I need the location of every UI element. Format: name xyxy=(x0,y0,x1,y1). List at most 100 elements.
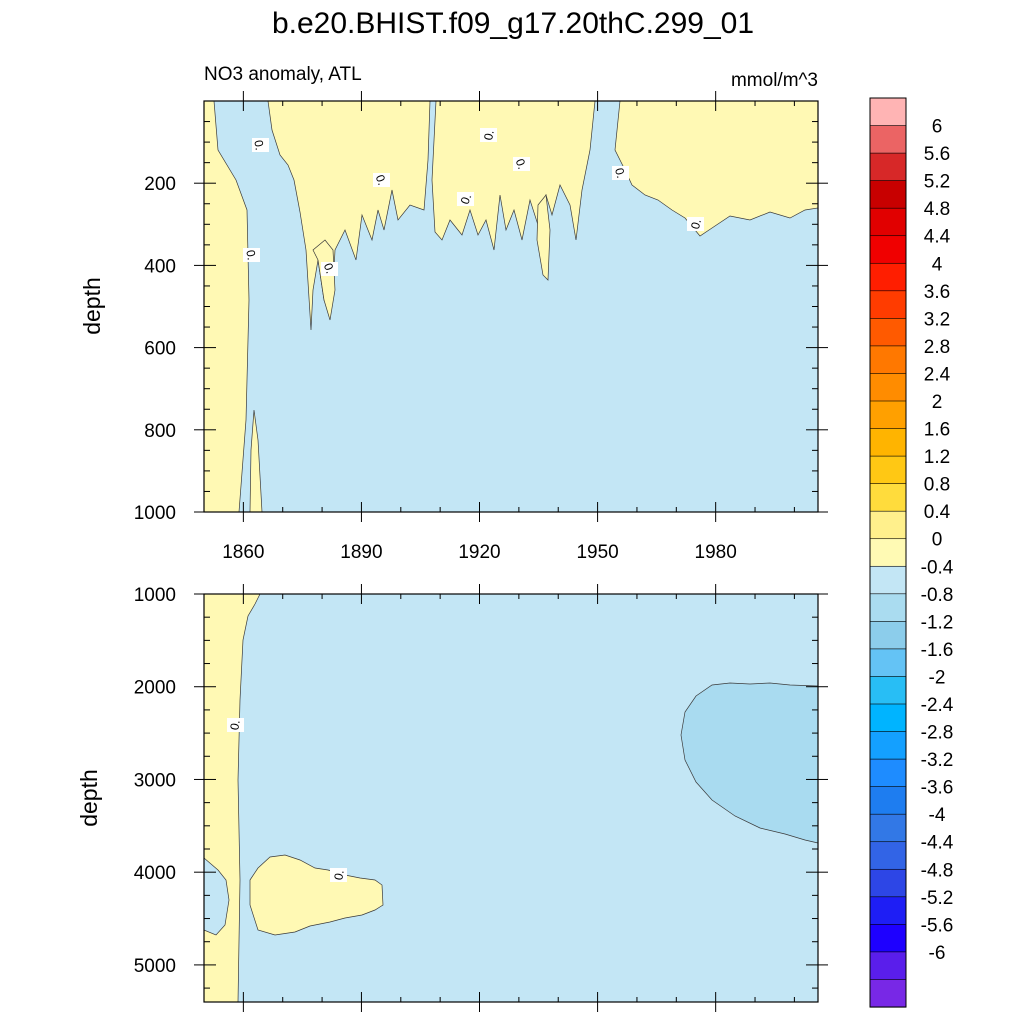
colorbar-swatch xyxy=(869,538,907,567)
upper-contour-label: 0. xyxy=(612,166,629,180)
lower-regions xyxy=(203,593,819,1003)
colorbar-label: -6 xyxy=(929,943,946,964)
lower-panel: 0. 0. 1000 2000 3000 4000 5000 depth xyxy=(76,584,828,1012)
lower-negative-region xyxy=(680,682,819,844)
svg-text:0.: 0. xyxy=(227,719,243,731)
colorbar-swatch xyxy=(869,731,907,760)
upper-ytick-label: 400 xyxy=(144,256,176,277)
colorbar-label: -0.8 xyxy=(921,585,954,606)
colorbar: 6 5.6 5.2 4.8 4.4 4 3.6 3.2 2.8 2.4 2 1.6 1.2 0.8 0.4 0… xyxy=(869,97,954,1008)
colorbar-swatch xyxy=(869,786,907,815)
upper-region-cap-1870-1920 xyxy=(267,100,431,331)
colorbar-swatch xyxy=(869,841,907,870)
upper-xtick-label: 1860 xyxy=(222,542,264,563)
colorbar-label: 0 xyxy=(932,530,943,551)
upper-ytick-label: 1000 xyxy=(134,503,176,524)
colorbar-swatch xyxy=(869,813,907,843)
svg-text:0.: 0. xyxy=(612,166,628,179)
colorbar-label: 0.4 xyxy=(924,502,951,523)
lower-ytick-label: 3000 xyxy=(134,770,176,791)
upper-ytick-label: 800 xyxy=(144,421,176,442)
svg-text:0.: 0. xyxy=(251,139,267,151)
upper-panel: NO3 anomaly, ATL mmol/m^3 0. 0. 0. 0. 0.… xyxy=(79,64,828,563)
colorbar-swatch xyxy=(869,180,907,209)
lower-contour-label: 0. xyxy=(227,718,244,732)
colorbar-swatch xyxy=(869,235,907,264)
upper-contour-label: 0. xyxy=(457,192,474,206)
upper-xtick-label: 1980 xyxy=(695,542,737,563)
chart-title: b.e20.BHIST.f09_g17.20thC.299_01 xyxy=(272,7,754,40)
lower-region-blob-1880 xyxy=(249,854,384,936)
colorbar-label: 0.8 xyxy=(924,475,950,496)
colorbar-label: -4 xyxy=(929,805,946,826)
colorbar-swatch xyxy=(869,318,907,347)
colorbar-label: 3.6 xyxy=(924,282,950,303)
colorbar-swatch xyxy=(869,345,907,375)
upper-region-cap-1920-1970 xyxy=(431,100,596,251)
upper-xtick-label: 1950 xyxy=(576,542,618,563)
colorbar-swatch xyxy=(869,979,907,1008)
colorbar-swatch xyxy=(869,593,907,622)
lower-ylabel: depth xyxy=(76,769,102,827)
lower-ytick-label: 1000 xyxy=(134,585,176,606)
lower-x-axis xyxy=(203,584,795,1012)
upper-units-label: mmol/m^3 xyxy=(731,70,818,91)
upper-region-column-1880 xyxy=(312,239,336,321)
lower-frame xyxy=(203,593,819,1003)
upper-contour-labels: 0. 0. 0. 0. 0. 0. 0. 0. 0. xyxy=(243,128,704,276)
lower-ytick-label: 4000 xyxy=(134,863,176,884)
colorbar-swatch xyxy=(869,455,907,485)
colorbar-swatch xyxy=(869,483,907,512)
upper-variable-label: NO3 anomaly, ATL xyxy=(204,64,362,85)
svg-text:0.: 0. xyxy=(243,249,259,261)
colorbar-label: -4.8 xyxy=(921,860,954,881)
colorbar-label: -3.2 xyxy=(921,750,954,771)
colorbar-label: -1.2 xyxy=(921,612,954,633)
colorbar-swatch xyxy=(869,951,907,981)
lower-ytick-label: 2000 xyxy=(134,678,176,699)
colorbar-swatch xyxy=(869,648,907,678)
colorbar-label: 5.6 xyxy=(924,144,950,165)
lower-y-axis: 1000 2000 3000 4000 5000 xyxy=(134,585,828,989)
colorbar-label: 6 xyxy=(932,117,943,138)
upper-ylabel: depth xyxy=(79,277,105,335)
upper-xtick-label: 1890 xyxy=(340,542,382,563)
colorbar-swatch xyxy=(869,510,907,540)
svg-text:0.: 0. xyxy=(481,129,497,141)
colorbar-swatch xyxy=(869,207,907,237)
svg-text:0.: 0. xyxy=(331,869,347,881)
svg-text:0.: 0. xyxy=(458,192,475,206)
colorbar-label: 2 xyxy=(932,392,943,413)
colorbar-label: -5.2 xyxy=(921,888,954,909)
colorbar-swatch xyxy=(869,676,907,705)
colorbar-swatch xyxy=(869,125,907,154)
colorbar-label: -0.4 xyxy=(921,557,954,578)
upper-y-axis: 200 400 600 800 1000 xyxy=(134,100,828,524)
upper-xtick-label: 1920 xyxy=(458,542,500,563)
colorbar-frame xyxy=(869,97,907,1008)
colorbar-label: -2.4 xyxy=(921,695,954,716)
upper-contour-label: 0. xyxy=(513,157,530,171)
colorbar-swatch xyxy=(869,758,907,788)
colorbar-label: 4.8 xyxy=(924,199,950,220)
colorbar-swatch xyxy=(869,400,907,430)
colorbar-swatch xyxy=(869,896,907,925)
colorbar-label: -3.6 xyxy=(921,778,954,799)
upper-contour-label: 0. xyxy=(321,261,338,276)
upper-contour-label: 0. xyxy=(373,173,390,187)
lower-ytick-label: 5000 xyxy=(134,956,176,977)
colorbar-label: 2.4 xyxy=(924,364,951,385)
colorbar-swatch xyxy=(869,428,907,457)
upper-contour-label: 0. xyxy=(687,217,704,231)
upper-ytick-label: 600 xyxy=(144,339,176,360)
colorbar-swatch xyxy=(869,924,907,953)
colorbar-swatch xyxy=(869,290,907,319)
colorbar-label: -4.4 xyxy=(921,833,954,854)
colorbar-swatch xyxy=(869,703,907,733)
colorbar-swatch xyxy=(869,868,907,898)
upper-positive-regions xyxy=(203,100,819,513)
upper-x-axis: 1860 1890 1920 1950 1980 xyxy=(203,91,795,563)
colorbar-label: 1.6 xyxy=(924,420,950,441)
svg-text:0.: 0. xyxy=(373,173,390,187)
